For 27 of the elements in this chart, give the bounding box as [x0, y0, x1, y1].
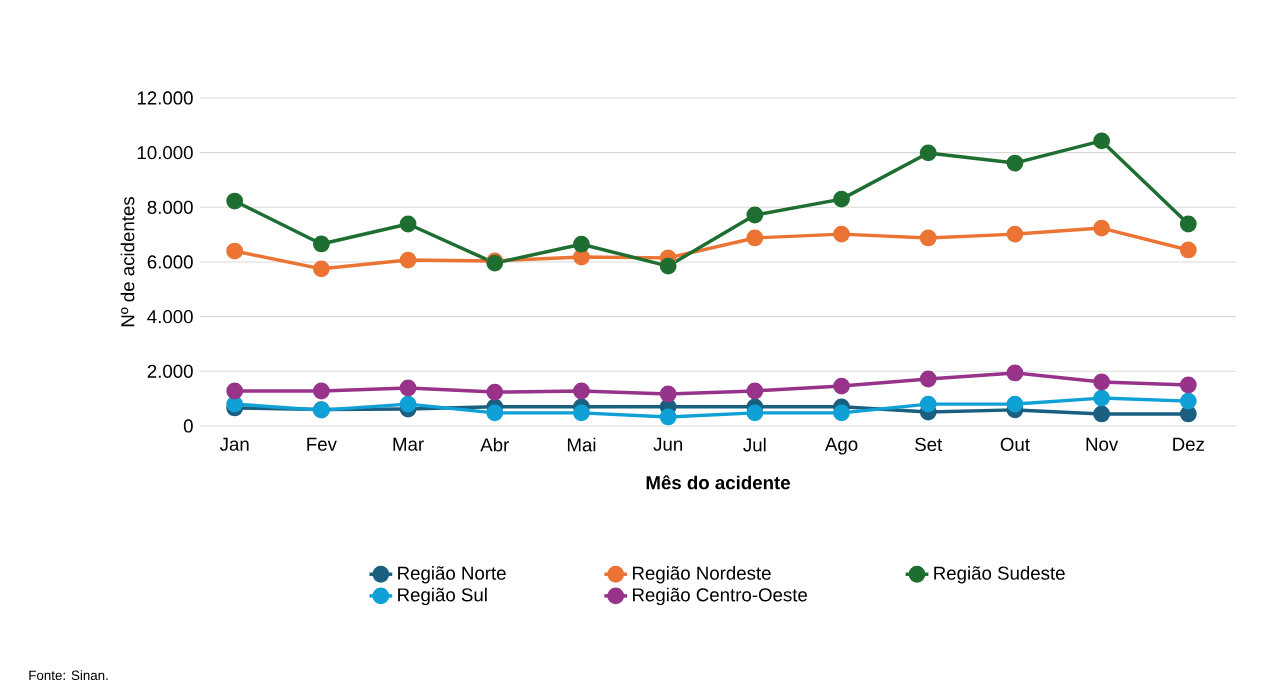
x-axis-title: Mês do acidente: [646, 475, 790, 490]
y-tick-label: 12.000: [137, 91, 193, 105]
x-tick-label: Fev: [307, 437, 337, 451]
y-tick-label: 0: [183, 419, 193, 433]
x-tick-label: Jan: [219, 437, 249, 451]
legend-label: Região Sul: [398, 587, 487, 606]
legend-label: Região Centro-Oeste: [633, 587, 808, 606]
x-tick-label: Mai: [567, 437, 596, 452]
y-axis-title: Nº de acidentes: [120, 197, 135, 327]
y-tick-label: 4.000: [147, 310, 193, 324]
x-tick-label: Jun: [653, 437, 682, 451]
y-tick-label: 8.000: [147, 200, 193, 214]
legend-label: Região Nordeste: [633, 566, 771, 584]
source-note: Fonte: Sinan.: [29, 670, 108, 681]
x-tick-label: Abr: [480, 437, 509, 452]
x-tick-label: Dez: [1173, 437, 1204, 451]
x-tick-label: Ago: [824, 437, 858, 455]
x-tick-label: Mar: [393, 437, 424, 451]
legend-label: Região Sudeste: [934, 566, 1065, 584]
x-tick-label: Nov: [1086, 437, 1119, 451]
x-tick-label: Out: [1000, 437, 1030, 452]
y-tick-label: 10.000: [137, 146, 193, 160]
legend-label: Região Norte: [398, 566, 506, 584]
y-tick-label: 6.000: [147, 255, 193, 269]
x-tick-label: Set: [915, 437, 943, 452]
y-tick-label: 2.000: [147, 364, 193, 378]
x-tick-label: Jul: [743, 437, 766, 452]
